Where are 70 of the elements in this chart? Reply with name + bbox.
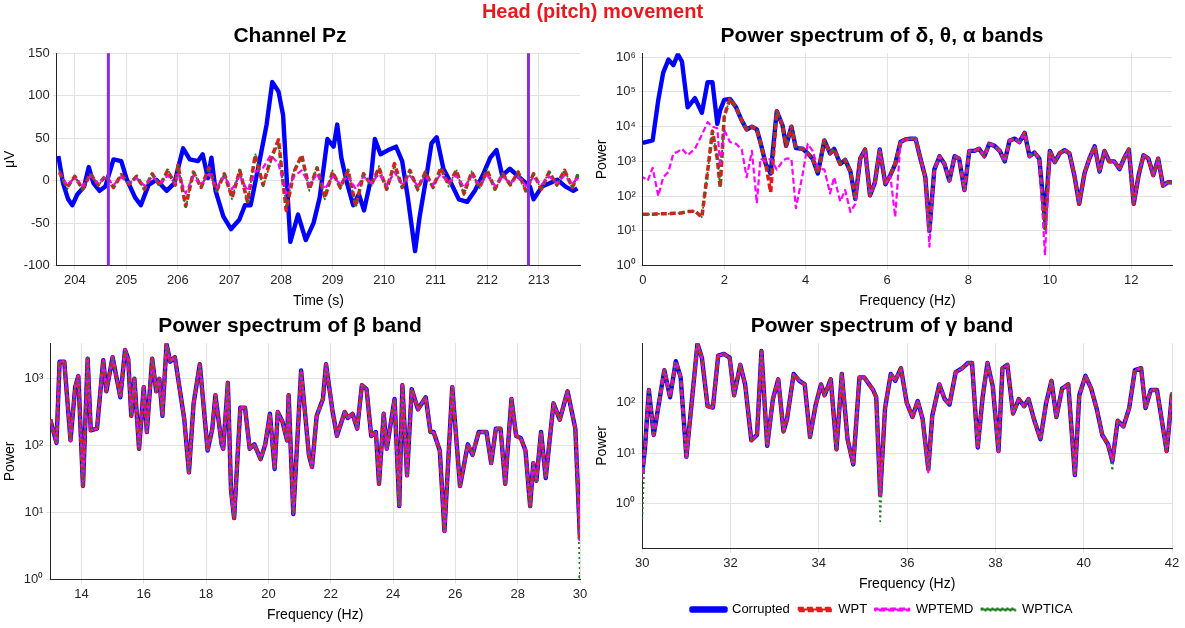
chart-title: Power spectrum of δ, θ, α bands bbox=[720, 23, 1044, 47]
x-tick-label: 16 bbox=[136, 585, 151, 601]
x-tick-label: 10 bbox=[1042, 271, 1058, 287]
x-tick-label: 18 bbox=[198, 585, 214, 601]
y-tick-label: 0 bbox=[42, 172, 50, 188]
y-tick-label: 50 bbox=[35, 129, 50, 145]
y-tick-label: 10² bbox=[617, 187, 637, 203]
x-tick-label: 4 bbox=[802, 271, 810, 287]
y-tick-label: 10⁰ bbox=[615, 495, 636, 511]
x-tick-label: 34 bbox=[811, 554, 827, 570]
y-tick-label: 10⁶ bbox=[616, 48, 636, 64]
y-tick-label: 10¹ bbox=[24, 504, 44, 520]
x-tick-label: 40 bbox=[1076, 554, 1091, 570]
x-tick-label: 6 bbox=[883, 271, 891, 287]
x-tick-label: 206 bbox=[167, 271, 189, 287]
x-tick-label: 204 bbox=[64, 271, 86, 287]
y-tick-label: 10⁰ bbox=[616, 257, 636, 273]
y-tick-label: 10³ bbox=[617, 152, 637, 168]
y-axis-title: Power bbox=[593, 425, 610, 466]
x-tick-label: 212 bbox=[476, 271, 499, 287]
x-axis-title: Frequency (Hz) bbox=[266, 606, 364, 623]
y-tick-label: 10¹ bbox=[617, 222, 637, 238]
chart-title: Power spectrum of γ band bbox=[750, 313, 1014, 337]
x-tick-label: 36 bbox=[899, 554, 915, 570]
x-tick-label: 213 bbox=[527, 271, 550, 287]
y-tick-label: 10⁰ bbox=[23, 571, 44, 587]
y-tick-label: 10⁴ bbox=[615, 118, 636, 134]
y-tick-label: 10² bbox=[24, 437, 44, 453]
x-tick-label: 0 bbox=[639, 271, 647, 287]
chart-title: Power spectrum of β band bbox=[158, 313, 422, 337]
text: Head (pitch) movement bbox=[481, 0, 704, 22]
x-tick-label: 12 bbox=[1124, 271, 1139, 287]
x-tick-label: 26 bbox=[448, 585, 463, 601]
x-tick-label: 22 bbox=[323, 585, 338, 601]
y-tick-label: 100 bbox=[28, 87, 50, 103]
x-tick-label: 20 bbox=[261, 585, 276, 601]
x-tick-label: 207 bbox=[218, 271, 241, 287]
legend-label: WPTICA bbox=[1021, 601, 1073, 617]
x-tick-label: 2 bbox=[720, 271, 728, 287]
y-tick-label: 150 bbox=[28, 44, 50, 60]
y-tick-label: -50 bbox=[31, 214, 50, 230]
legend-label: WPTEMD bbox=[915, 601, 974, 617]
x-tick-label: 209 bbox=[321, 271, 344, 287]
x-tick-label: 32 bbox=[723, 554, 738, 570]
legend-label: WPT bbox=[838, 601, 868, 617]
x-tick-label: 38 bbox=[988, 554, 1003, 570]
x-tick-label: 30 bbox=[572, 585, 588, 601]
x-tick-label: 211 bbox=[425, 271, 447, 287]
x-axis-title: Frequency (Hz) bbox=[859, 292, 956, 309]
x-tick-label: 24 bbox=[385, 585, 401, 601]
y-tick-label: 10² bbox=[616, 394, 636, 410]
y-axis-title: Power bbox=[1, 441, 18, 482]
x-tick-label: 8 bbox=[964, 271, 973, 287]
y-axis-title: Power bbox=[593, 139, 610, 180]
y-tick-label: -100 bbox=[23, 257, 50, 273]
y-tick-label: 10³ bbox=[24, 370, 44, 386]
y-tick-label: 10¹ bbox=[616, 444, 636, 460]
y-axis-title: μV bbox=[1, 150, 18, 169]
y-tick-label: 10⁵ bbox=[615, 83, 636, 99]
x-tick-label: 14 bbox=[74, 585, 89, 601]
x-tick-label: 208 bbox=[270, 271, 292, 287]
legend-label: Corrupted bbox=[731, 601, 790, 617]
x-tick-label: 205 bbox=[115, 271, 138, 287]
x-tick-label: 210 bbox=[373, 271, 395, 287]
x-tick-label: 28 bbox=[510, 585, 525, 601]
x-axis-title: Time (s) bbox=[293, 292, 344, 309]
chart-title: Channel Pz bbox=[233, 23, 347, 47]
x-tick-label: 42 bbox=[1164, 554, 1180, 570]
x-tick-label: 30 bbox=[635, 554, 650, 570]
x-axis-title: Frequency (Hz) bbox=[858, 575, 956, 592]
